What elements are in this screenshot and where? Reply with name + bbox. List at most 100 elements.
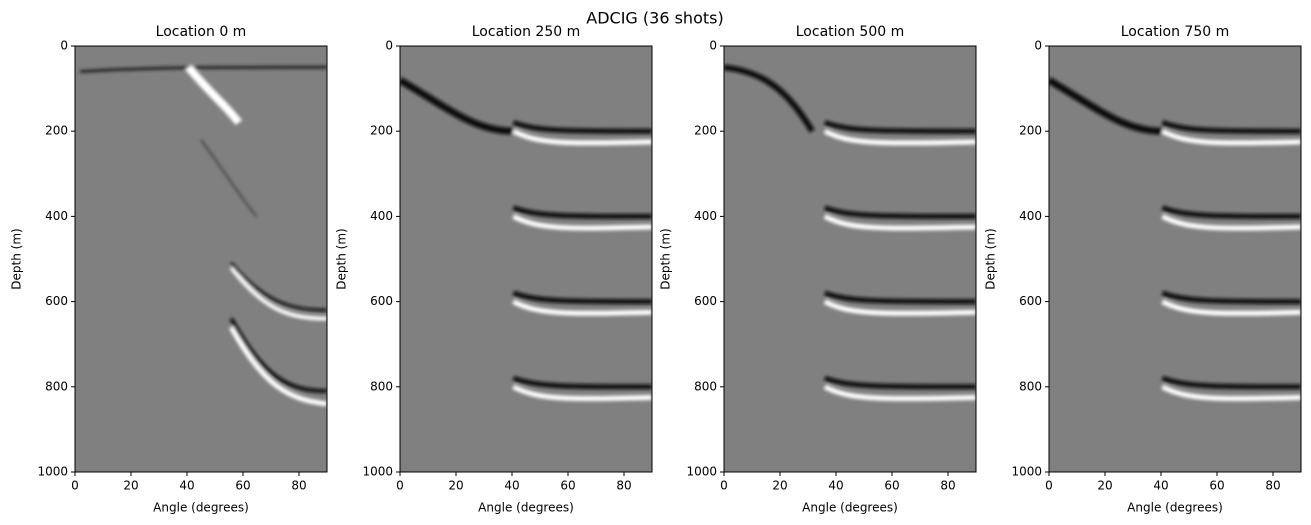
reflector <box>724 64 815 133</box>
x-axis-label: Angle (degrees) <box>802 501 898 515</box>
reflector <box>185 64 243 126</box>
y-tick-label: 0 <box>385 39 393 53</box>
reflector <box>824 290 976 305</box>
reflector <box>1161 205 1301 219</box>
reflector <box>1161 128 1301 146</box>
image-content <box>400 77 652 401</box>
x-tick-label: 40 <box>1153 479 1168 493</box>
reflector <box>1161 299 1301 316</box>
y-tick-label: 800 <box>45 379 68 393</box>
x-tick-label: 40 <box>504 479 519 493</box>
panel-title: Location 500 m <box>796 24 904 40</box>
axes-frame <box>399 45 653 473</box>
reflector <box>229 325 327 407</box>
x-tick-label: 40 <box>828 479 843 493</box>
y-axis-label: Depth (m) <box>984 228 998 289</box>
image-content <box>724 64 976 402</box>
y-tick-label: 200 <box>370 124 393 138</box>
reflector <box>400 77 514 135</box>
y-tick-label: 800 <box>1019 379 1042 393</box>
y-axis-label: Depth (m) <box>659 228 673 289</box>
x-tick-label: 80 <box>616 479 631 493</box>
reflector <box>229 266 327 321</box>
y-tick-label: 600 <box>1019 294 1042 308</box>
reflector <box>512 205 652 219</box>
image-background <box>724 46 976 472</box>
x-tick-label: 0 <box>720 479 728 493</box>
image-background <box>75 46 327 472</box>
x-tick-label: 20 <box>123 479 138 493</box>
x-tick-label: 80 <box>291 479 306 493</box>
reflector <box>79 65 327 74</box>
axes-frame <box>723 45 977 473</box>
image-content <box>79 64 327 407</box>
x-tick-label: 60 <box>235 479 250 493</box>
y-tick-label: 400 <box>45 209 68 223</box>
x-tick-label: 80 <box>940 479 955 493</box>
reflector <box>824 120 976 134</box>
x-tick-label: 20 <box>448 479 463 493</box>
x-tick-label: 0 <box>71 479 79 493</box>
y-tick-label: 0 <box>1034 39 1042 53</box>
y-tick-label: 600 <box>45 294 68 308</box>
reflector <box>1049 77 1163 135</box>
axes-frame <box>74 45 328 473</box>
reflector <box>824 205 976 219</box>
y-tick-label: 600 <box>694 294 717 308</box>
reflector <box>823 384 976 402</box>
reflector <box>824 375 976 390</box>
figure-title: ADCIG (36 shots) <box>586 9 723 28</box>
y-axis-label: Depth (m) <box>10 228 24 289</box>
x-tick-label: 20 <box>772 479 787 493</box>
y-tick-label: 200 <box>1019 124 1042 138</box>
panel-title: Location 0 m <box>156 24 247 40</box>
x-tick-label: 0 <box>396 479 404 493</box>
y-tick-label: 400 <box>370 209 393 223</box>
reflector <box>823 299 976 316</box>
x-tick-label: 60 <box>1209 479 1224 493</box>
x-tick-label: 40 <box>179 479 194 493</box>
y-tick-label: 200 <box>694 124 717 138</box>
reflector <box>512 375 652 390</box>
y-tick-label: 400 <box>1019 209 1042 223</box>
y-tick-label: 1000 <box>362 465 393 479</box>
x-tick-label: 80 <box>1265 479 1280 493</box>
x-tick-label: 60 <box>884 479 899 493</box>
reflector <box>1161 290 1301 305</box>
y-tick-label: 0 <box>60 39 68 53</box>
axes-frame <box>1048 45 1302 473</box>
x-tick-label: 20 <box>1097 479 1112 493</box>
reflector <box>1161 375 1301 390</box>
reflector <box>512 120 652 134</box>
reflector <box>512 214 652 231</box>
y-tick-label: 1000 <box>1011 465 1042 479</box>
reflector <box>823 214 976 231</box>
image-background <box>1049 46 1301 472</box>
reflector <box>200 139 258 218</box>
y-tick-label: 0 <box>709 39 717 53</box>
image-background <box>400 46 652 472</box>
reflector <box>512 128 652 146</box>
reflector <box>1161 214 1301 231</box>
reflector <box>229 317 327 394</box>
reflector <box>512 299 652 316</box>
y-tick-label: 1000 <box>686 465 717 479</box>
reflector <box>1161 120 1301 134</box>
x-axis-label: Angle (degrees) <box>478 501 574 515</box>
x-axis-label: Angle (degrees) <box>153 501 249 515</box>
panel-title: Location 750 m <box>1121 24 1229 40</box>
x-axis-label: Angle (degrees) <box>1127 501 1223 515</box>
reflector <box>230 262 327 312</box>
reflector <box>512 290 652 305</box>
y-tick-label: 200 <box>45 124 68 138</box>
image-content <box>1049 77 1301 401</box>
x-tick-label: 60 <box>560 479 575 493</box>
y-tick-label: 600 <box>370 294 393 308</box>
reflector <box>512 384 652 401</box>
